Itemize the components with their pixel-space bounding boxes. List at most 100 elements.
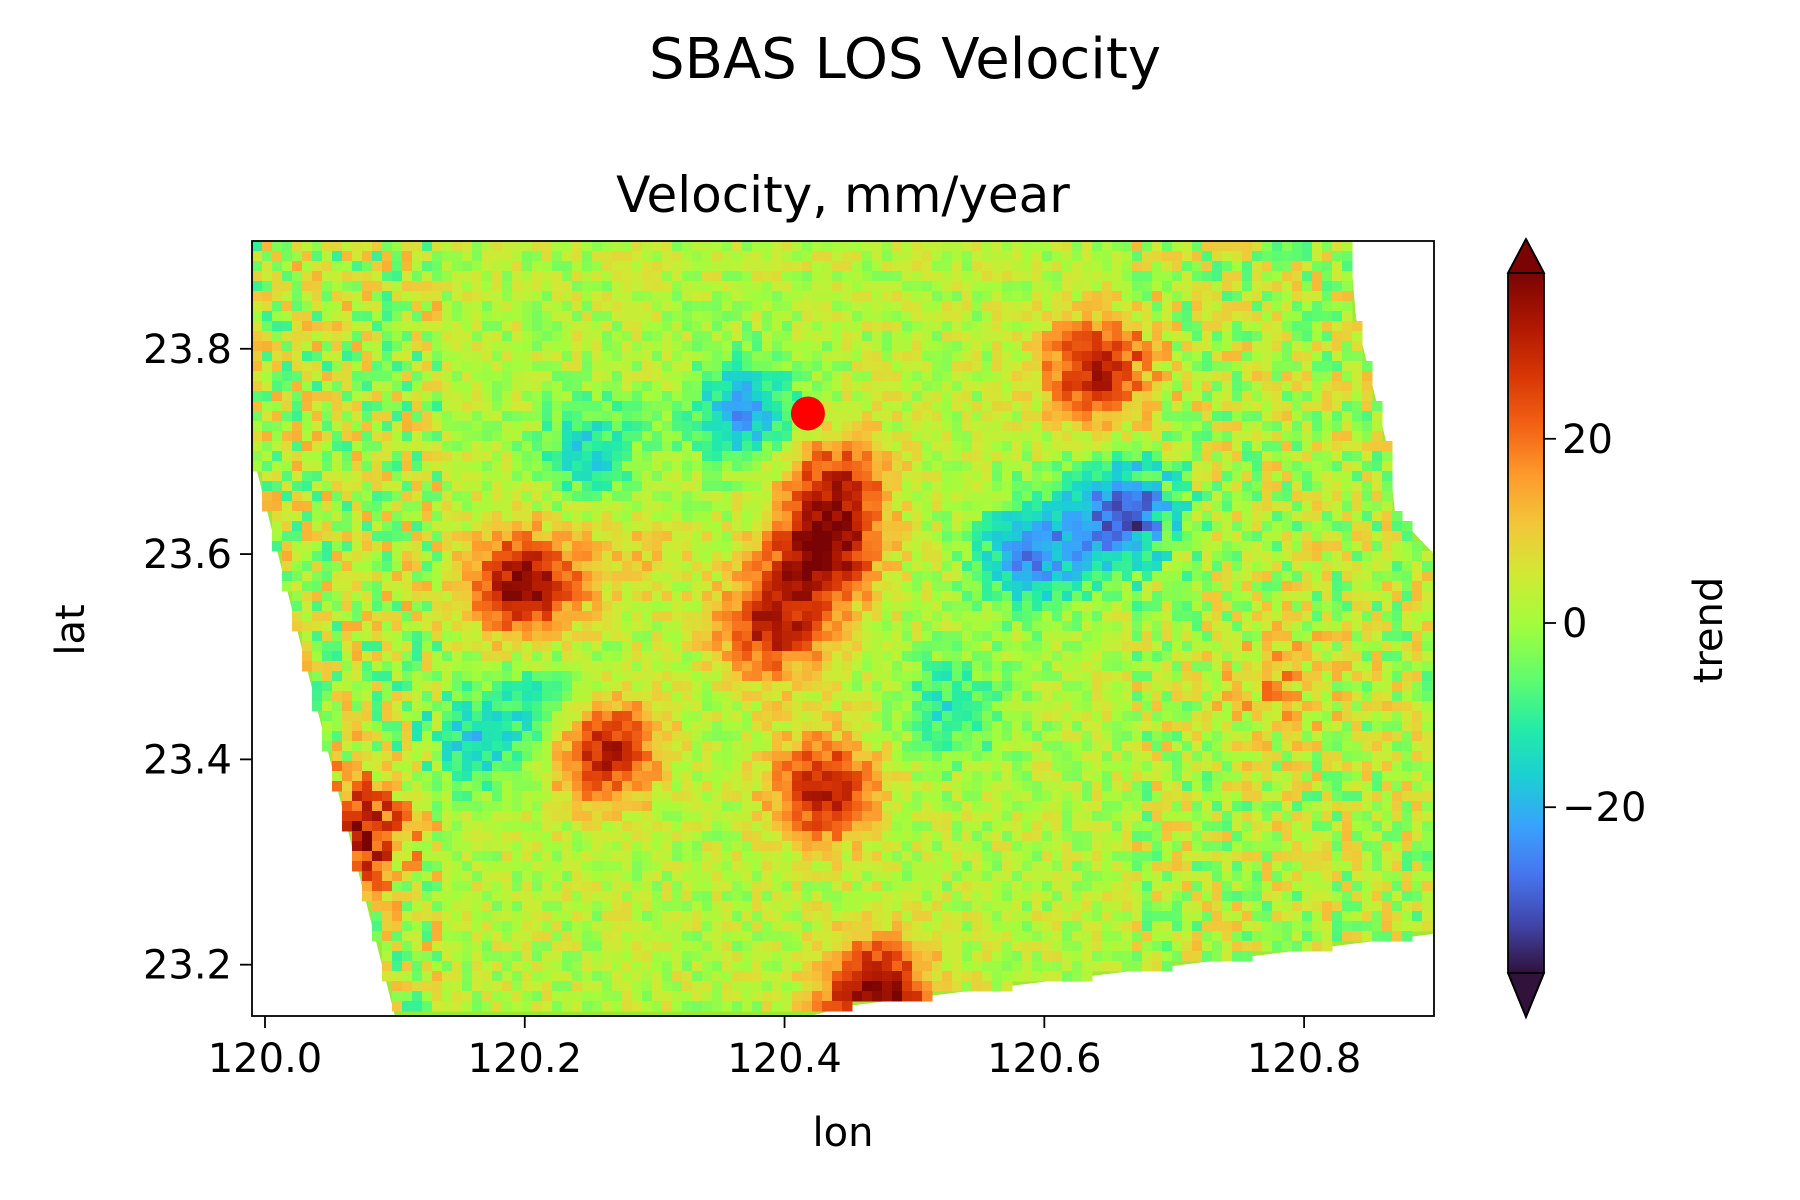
- velocity-cell: [1342, 491, 1353, 502]
- velocity-cell: [322, 481, 333, 492]
- velocity-cell: [1212, 391, 1223, 402]
- velocity-cell: [762, 331, 773, 342]
- velocity-cell: [892, 341, 903, 352]
- velocity-cell: [352, 441, 363, 452]
- velocity-cell: [762, 661, 773, 672]
- velocity-cell: [1252, 291, 1263, 302]
- velocity-cell: [432, 631, 443, 642]
- velocity-cell: [1352, 371, 1363, 382]
- velocity-cell: [382, 331, 393, 342]
- velocity-cell: [512, 361, 523, 372]
- velocity-cell: [472, 321, 483, 332]
- velocity-cell: [1002, 641, 1013, 652]
- velocity-cell: [392, 681, 403, 692]
- velocity-cell: [422, 611, 433, 622]
- velocity-cell: [1202, 601, 1213, 612]
- velocity-cell: [312, 291, 323, 302]
- velocity-cell: [1052, 541, 1063, 552]
- velocity-cell: [432, 301, 443, 312]
- velocity-cell: [1162, 571, 1173, 582]
- velocity-cell: [902, 461, 913, 472]
- velocity-cell: [652, 501, 663, 512]
- velocity-cell: [462, 281, 473, 292]
- velocity-cell: [952, 351, 963, 362]
- velocity-cell: [722, 471, 733, 482]
- velocity-cell: [562, 581, 573, 592]
- velocity-cell: [902, 291, 913, 302]
- velocity-cell: [562, 651, 573, 662]
- velocity-cell: [792, 501, 803, 512]
- velocity-cell: [362, 671, 373, 682]
- velocity-cell: [432, 431, 443, 442]
- velocity-cell: [472, 621, 483, 632]
- velocity-cell: [902, 631, 913, 642]
- velocity-cell: [822, 391, 833, 402]
- velocity-cell: [1032, 581, 1043, 592]
- velocity-cell: [962, 461, 973, 472]
- velocity-cell: [622, 371, 633, 382]
- velocity-cell: [482, 391, 493, 402]
- velocity-cell: [1382, 651, 1393, 662]
- velocity-cell: [1382, 581, 1393, 592]
- velocity-cell: [442, 421, 453, 432]
- velocity-cell: [672, 581, 683, 592]
- velocity-cell: [642, 541, 653, 552]
- velocity-cell: [962, 271, 973, 282]
- velocity-cell: [462, 651, 473, 662]
- velocity-cell: [1072, 581, 1083, 592]
- velocity-cell: [332, 521, 343, 532]
- velocity-cell: [932, 621, 943, 632]
- velocity-cell: [1372, 591, 1383, 602]
- velocity-cell: [672, 531, 683, 542]
- velocity-cell: [392, 301, 403, 312]
- velocity-cell: [1312, 401, 1323, 412]
- velocity-cell: [622, 511, 633, 522]
- velocity-cell: [1122, 471, 1133, 482]
- velocity-cell: [1262, 661, 1273, 672]
- velocity-cell: [802, 661, 813, 672]
- velocity-cell: [792, 441, 803, 452]
- velocity-cell: [1182, 571, 1193, 582]
- velocity-cell: [762, 481, 773, 492]
- velocity-cell: [802, 281, 813, 292]
- velocity-cell: [1242, 651, 1253, 662]
- velocity-cell: [302, 271, 313, 282]
- velocity-cell: [1272, 271, 1283, 282]
- velocity-cell: [1182, 321, 1193, 332]
- velocity-cell: [522, 401, 533, 412]
- velocity-cell: [1312, 241, 1323, 252]
- velocity-cell: [872, 321, 883, 332]
- velocity-cell: [612, 441, 623, 452]
- velocity-cell: [632, 671, 643, 682]
- velocity-cell: [1172, 301, 1183, 312]
- velocity-cell: [932, 361, 943, 372]
- velocity-cell: [1122, 541, 1133, 552]
- velocity-cell: [402, 551, 413, 562]
- velocity-cell: [872, 661, 883, 672]
- velocity-cell: [992, 281, 1003, 292]
- velocity-cell: [1112, 411, 1123, 422]
- velocity-cell: [612, 561, 623, 572]
- velocity-cell: [332, 591, 343, 602]
- velocity-cell: [1312, 411, 1323, 422]
- velocity-cell: [1342, 311, 1353, 322]
- velocity-cell: [382, 401, 393, 412]
- velocity-cell: [702, 301, 713, 312]
- velocity-cell: [302, 421, 313, 432]
- velocity-cell: [712, 511, 723, 522]
- velocity-cell: [372, 381, 383, 392]
- velocity-cell: [1012, 521, 1023, 532]
- velocity-cell: [1072, 481, 1083, 492]
- velocity-cell: [1272, 251, 1283, 262]
- velocity-cell: [1042, 601, 1053, 612]
- velocity-cell: [1042, 551, 1053, 562]
- velocity-cell: [672, 361, 683, 372]
- velocity-cell: [332, 331, 343, 342]
- velocity-cell: [462, 561, 473, 572]
- velocity-cell: [1132, 651, 1143, 662]
- velocity-cell: [582, 671, 593, 682]
- velocity-cell: [1082, 541, 1093, 552]
- velocity-cell: [642, 421, 653, 432]
- velocity-cell: [1372, 541, 1383, 552]
- velocity-cell: [452, 571, 463, 582]
